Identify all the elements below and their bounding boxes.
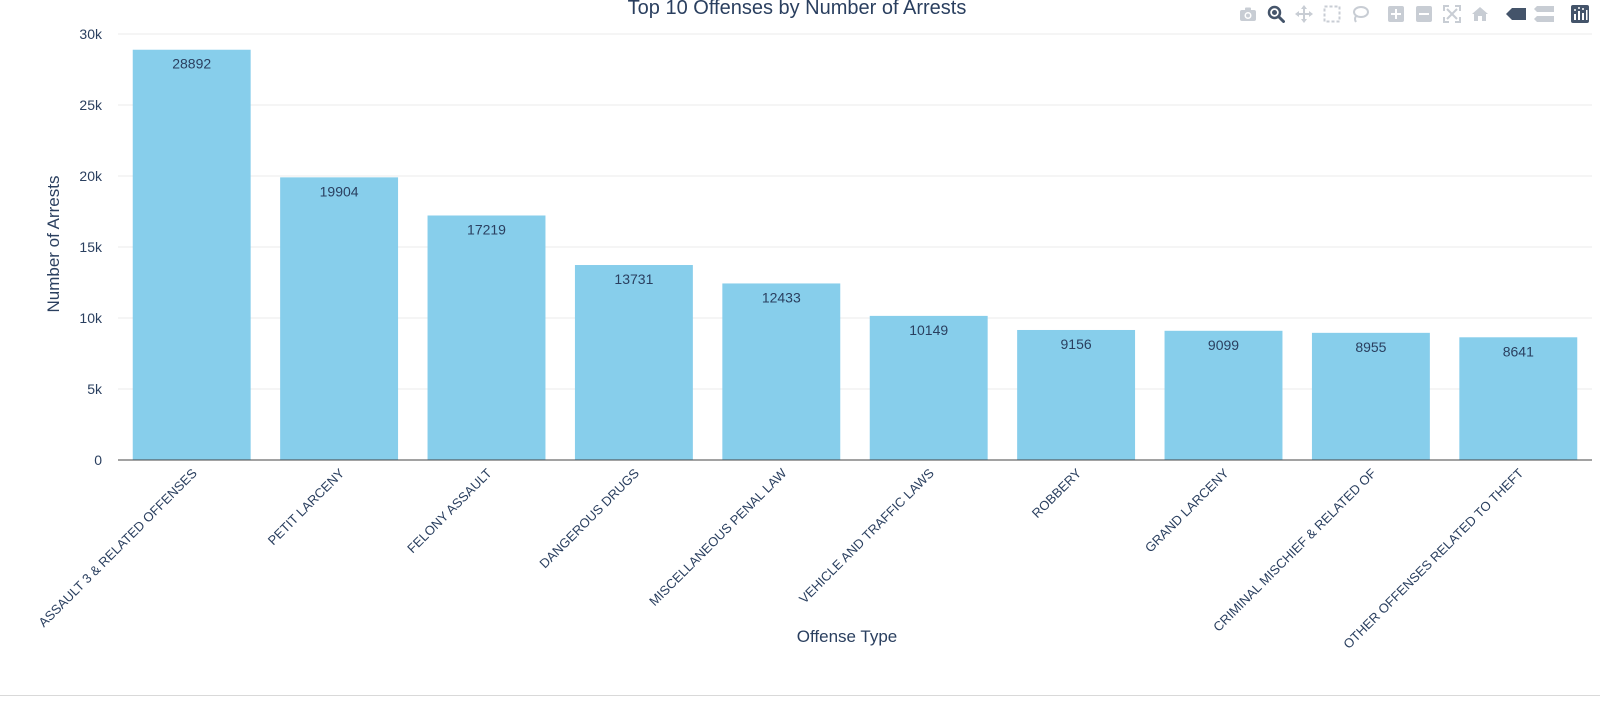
- x-tick-label: FELONY ASSAULT: [404, 465, 495, 556]
- camera-icon[interactable]: [1234, 2, 1262, 26]
- compare-hover-icon[interactable]: [1530, 2, 1558, 26]
- y-tick-label: 0: [94, 452, 102, 468]
- y-tick-label: 15k: [79, 239, 103, 255]
- bar[interactable]: [574, 265, 693, 460]
- x-axis-title: Offense Type: [797, 627, 898, 646]
- x-tick-label: ROBBERY: [1029, 465, 1085, 521]
- bar[interactable]: [280, 177, 399, 460]
- y-tick-label: 10k: [79, 310, 103, 326]
- bar[interactable]: [1459, 337, 1578, 460]
- x-tick-label: VEHICLE AND TRAFFIC LAWS: [796, 465, 937, 606]
- modebar: [1234, 2, 1594, 26]
- zoom-in-icon[interactable]: [1382, 2, 1410, 26]
- bar-value-label: 19904: [320, 183, 359, 199]
- zoom-icon[interactable]: [1262, 2, 1290, 26]
- y-tick-label: 25k: [79, 97, 103, 113]
- x-tick-label: ASSAULT 3 & RELATED OFFENSES: [35, 465, 200, 630]
- y-axis-title: Number of Arrests: [44, 176, 63, 313]
- bar-value-label: 13731: [614, 271, 653, 287]
- y-axis-ticks: 0 5k 10k 15k 20k 25k 30k: [79, 26, 103, 468]
- autoscale-icon[interactable]: [1438, 2, 1466, 26]
- lasso-icon[interactable]: [1346, 2, 1374, 26]
- bar-value-label: 12433: [762, 289, 801, 305]
- x-tick-label: DANGEROUS DRUGS: [536, 465, 642, 571]
- box-select-icon[interactable]: [1318, 2, 1346, 26]
- bar[interactable]: [427, 215, 546, 460]
- y-tick-label: 30k: [79, 26, 103, 42]
- chart-title: Top 10 Offenses by Number of Arrests: [628, 0, 967, 19]
- bar-value-label: 10149: [909, 322, 948, 338]
- plotly-logo-icon[interactable]: [1566, 2, 1594, 26]
- home-icon[interactable]: [1466, 2, 1494, 26]
- bar-value-label: 17219: [467, 221, 506, 237]
- x-axis-ticks: ASSAULT 3 & RELATED OFFENSES PETIT LARCEN…: [35, 465, 1526, 652]
- x-tick-label: CRIMINAL MISCHIEF & RELATED OF: [1210, 465, 1379, 634]
- bottom-divider: [0, 695, 1600, 696]
- bar-value-label: 8641: [1503, 343, 1534, 359]
- bar[interactable]: [132, 49, 251, 460]
- x-tick-label: GRAND LARCENY: [1142, 465, 1232, 555]
- zoom-out-icon[interactable]: [1410, 2, 1438, 26]
- bar[interactable]: [869, 315, 988, 460]
- x-tick-label: MISCELLANEOUS PENAL LAW: [646, 465, 790, 609]
- bar[interactable]: [1017, 329, 1136, 460]
- spike-lines-icon[interactable]: [1502, 2, 1530, 26]
- bar-value-label: 28892: [172, 56, 211, 72]
- y-tick-label: 20k: [79, 168, 103, 184]
- bar[interactable]: [722, 283, 841, 460]
- bars: [132, 49, 1578, 460]
- data-labels: 28892 19904 17219 13731 12433 10149 9156 9099 89…: [172, 56, 1534, 360]
- bar-value-label: 8955: [1355, 339, 1386, 355]
- bar-value-label: 9099: [1208, 337, 1239, 353]
- bar[interactable]: [1164, 330, 1283, 460]
- x-tick-label: OTHER OFFENSES RELATED TO THEFT: [1340, 465, 1526, 651]
- bar-value-label: 9156: [1061, 336, 1092, 352]
- pan-icon[interactable]: [1290, 2, 1318, 26]
- x-tick-label: PETIT LARCENY: [265, 465, 348, 548]
- y-tick-label: 5k: [87, 381, 103, 397]
- bar[interactable]: [1311, 332, 1430, 460]
